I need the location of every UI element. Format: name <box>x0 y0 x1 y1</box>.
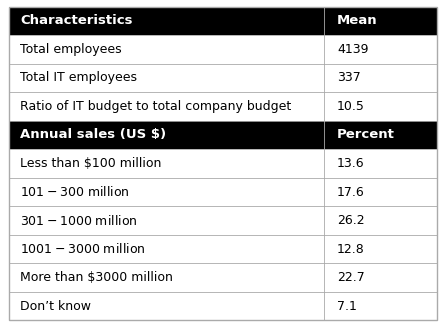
Text: 337: 337 <box>337 71 361 84</box>
Text: Less than $100 million: Less than $100 million <box>20 157 161 170</box>
Text: Ratio of IT budget to total company budget: Ratio of IT budget to total company budg… <box>20 100 291 113</box>
Bar <box>9 121 324 149</box>
Bar <box>324 92 437 121</box>
Text: 12.8: 12.8 <box>337 243 365 256</box>
Text: $1001 - $3000 million: $1001 - $3000 million <box>20 242 145 256</box>
Bar <box>324 149 437 178</box>
Bar <box>9 7 324 35</box>
Bar <box>324 263 437 292</box>
Bar <box>324 292 437 320</box>
Bar <box>324 121 437 149</box>
Text: 22.7: 22.7 <box>337 271 365 284</box>
Text: Mean: Mean <box>337 14 378 27</box>
Bar <box>324 64 437 92</box>
Bar <box>9 64 324 92</box>
Bar <box>324 7 437 35</box>
Text: 7.1: 7.1 <box>337 300 357 313</box>
Bar <box>9 235 324 263</box>
Bar <box>9 263 324 292</box>
Text: 13.6: 13.6 <box>337 157 365 170</box>
Bar <box>324 35 437 64</box>
Bar <box>9 149 324 178</box>
Text: Annual sales (US $): Annual sales (US $) <box>20 129 166 142</box>
Bar <box>9 92 324 121</box>
Text: $301 - $1000 million: $301 - $1000 million <box>20 214 138 228</box>
Bar <box>9 292 324 320</box>
Bar <box>9 35 324 64</box>
Bar <box>9 178 324 206</box>
Text: Characteristics: Characteristics <box>20 14 132 27</box>
Text: Total IT employees: Total IT employees <box>20 71 137 84</box>
Bar <box>324 235 437 263</box>
Text: Don’t know: Don’t know <box>20 300 91 313</box>
Text: Percent: Percent <box>337 129 395 142</box>
Text: 10.5: 10.5 <box>337 100 365 113</box>
Text: More than $3000 million: More than $3000 million <box>20 271 173 284</box>
Bar <box>324 178 437 206</box>
Text: 4139: 4139 <box>337 43 368 56</box>
Text: 26.2: 26.2 <box>337 214 365 227</box>
Bar <box>324 206 437 235</box>
Text: Total employees: Total employees <box>20 43 122 56</box>
Text: 17.6: 17.6 <box>337 185 365 198</box>
Bar <box>9 206 324 235</box>
Text: $101 - $300 million: $101 - $300 million <box>20 185 130 199</box>
